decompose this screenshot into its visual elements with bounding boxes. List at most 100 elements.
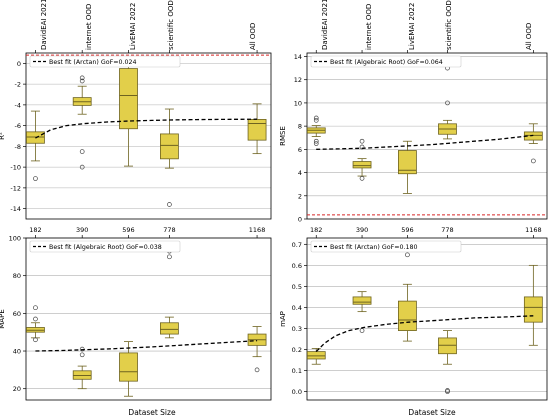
dataset-label: internet OOD: [365, 4, 373, 50]
y-tick-label: 20: [13, 385, 21, 393]
box-1168: [523, 123, 543, 164]
outlier-point: [445, 100, 450, 106]
outlier-point: [33, 337, 38, 343]
y-tick-label: 0.4: [292, 304, 302, 312]
box-body: [160, 133, 179, 160]
outlier-point: [313, 115, 319, 121]
outlier-point: [445, 388, 450, 393]
box-778: [438, 330, 457, 394]
size-tick-label: 390: [76, 226, 88, 234]
y-tick-label: 0.2: [292, 346, 302, 354]
legend-label: Best fit (Arctan) GoF=0.180: [330, 244, 418, 251]
dataset-label: scientific OOD: [167, 0, 175, 50]
outlier-point: [167, 254, 172, 260]
y-tick-label: 100: [9, 235, 21, 243]
box-182: [306, 115, 326, 146]
box-body: [247, 119, 267, 141]
box-body: [306, 351, 326, 360]
size-tick-label: 182: [310, 226, 322, 234]
box-body: [523, 296, 543, 323]
box-390: [72, 75, 92, 170]
legend-label: Best fit (Algebraic Root) GoF=0.064: [330, 59, 443, 66]
outlier-point: [254, 367, 260, 373]
y-tick-label: 12: [294, 76, 302, 84]
size-tick-label: 596: [122, 226, 134, 234]
y-tick-label: -8: [15, 143, 21, 151]
box-182: [26, 305, 45, 343]
size-tick-label: 778: [163, 226, 175, 234]
y-tick-label: -10: [10, 164, 21, 172]
axes-frame: [25, 52, 272, 220]
outlier-point: [530, 158, 536, 164]
box-596: [119, 61, 138, 167]
box-596: [398, 140, 417, 194]
y-tick-label: 40: [13, 348, 21, 356]
dataset-label: scientific OOD: [445, 0, 453, 50]
box-body: [438, 337, 457, 355]
y-tick-label: 6: [298, 146, 302, 154]
xlabel-right: Dataset Size: [408, 408, 456, 417]
y-axis-label: R²: [0, 132, 6, 140]
fit-curve: [35, 118, 258, 139]
y-tick-label: -4: [15, 101, 21, 109]
box-778: [160, 248, 179, 339]
y-tick-label: 4: [298, 169, 302, 177]
outlier-point: [79, 78, 85, 84]
legend: Best fit (Algebraic Root) GoF=0.038: [29, 240, 181, 253]
y-tick-label: 0.6: [292, 262, 302, 270]
y-tick-label: -2: [15, 81, 21, 89]
dataset-label: All OOD: [249, 23, 257, 50]
box-778: [160, 61, 179, 207]
y-tick-label: 10: [294, 99, 302, 107]
outlier-point: [33, 176, 38, 181]
legend-box: [29, 240, 181, 253]
outlier-point: [313, 117, 319, 123]
xlabel-left: Dataset Size: [128, 408, 176, 417]
box-1168: [247, 326, 267, 373]
outlier-point: [359, 328, 365, 333]
rmse-panel: 0 2 4 6 8 10 12 14 RMSE Best fit (Algebraic Root)…: [279, 50, 548, 224]
axes-frame: [25, 237, 272, 401]
y-tick-label: 0.0: [292, 388, 302, 396]
y-tick-label: -6: [15, 122, 21, 130]
box-390: [352, 291, 372, 333]
box-body: [119, 68, 138, 130]
axes-frame: [306, 52, 548, 220]
y-axis-label: RMSE: [279, 126, 287, 146]
outlier-point: [313, 138, 319, 144]
y-tick-label: 0: [17, 60, 21, 68]
dataset-label: DavidEAI 2021: [321, 0, 329, 50]
outlier-point: [79, 164, 85, 170]
outlier-point: [313, 141, 319, 146]
box-596: [398, 252, 417, 342]
outlier-point: [359, 144, 365, 150]
box-body: [398, 150, 417, 175]
size-tick-label: 1168: [249, 226, 266, 234]
dataset-label: All OOD: [525, 23, 533, 50]
box-body: [352, 161, 372, 169]
dataset-label: internet OOD: [85, 4, 93, 50]
y-tick-label: 0.5: [292, 283, 302, 291]
outlier-point: [167, 202, 172, 207]
dataset-label: LivEMAI 2022: [408, 3, 416, 50]
box-1168: [523, 264, 543, 346]
box-body: [398, 300, 417, 331]
outlier-point: [79, 75, 85, 81]
r2-panel: 0 -2 -4 -6 -8 -10 -12 -14 R² Best fit (Arctan) Go…: [0, 50, 272, 220]
dataset-label: DavidEAI 2021: [40, 0, 48, 50]
legend-box: [29, 55, 181, 68]
box-1168: [247, 103, 267, 155]
y-tick-label: 14: [294, 53, 302, 61]
size-tick-label: 1168: [525, 226, 542, 234]
outlier-point: [405, 252, 410, 258]
outlier-point: [359, 176, 365, 181]
y-tick-label: -14: [10, 205, 21, 213]
y-tick-label: 0.1: [292, 367, 302, 375]
box-body: [119, 352, 138, 382]
legend-label: Best fit (Algebraic Root) GoF=0.038: [49, 244, 162, 251]
box-182: [26, 110, 45, 181]
y-axis-label: mAP: [279, 311, 287, 327]
box-body: [160, 322, 179, 335]
size-tick-label: 596: [401, 226, 413, 234]
